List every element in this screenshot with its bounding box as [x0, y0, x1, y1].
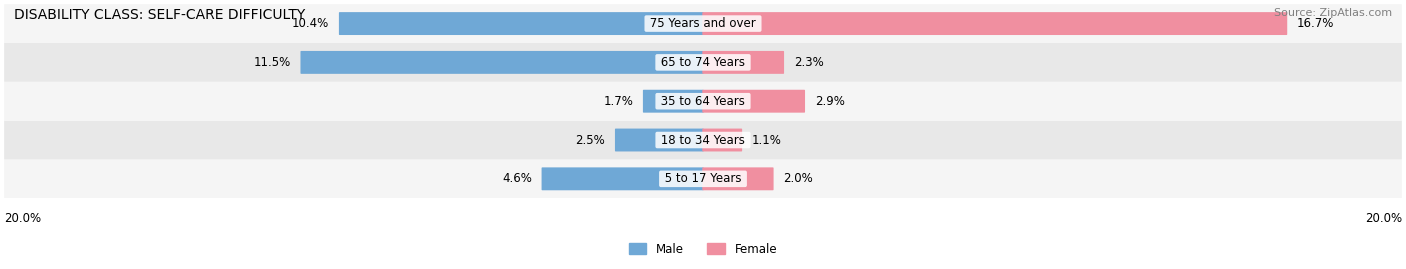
FancyBboxPatch shape	[703, 51, 785, 74]
Text: 2.9%: 2.9%	[815, 95, 845, 108]
FancyBboxPatch shape	[703, 129, 742, 151]
Text: 1.7%: 1.7%	[603, 95, 633, 108]
Text: 35 to 64 Years: 35 to 64 Years	[657, 95, 749, 108]
Text: 11.5%: 11.5%	[253, 56, 291, 69]
FancyBboxPatch shape	[643, 90, 703, 113]
FancyBboxPatch shape	[4, 43, 1402, 82]
FancyBboxPatch shape	[4, 4, 1402, 43]
FancyBboxPatch shape	[339, 12, 703, 35]
Text: 75 Years and over: 75 Years and over	[647, 17, 759, 30]
Legend: Male, Female: Male, Female	[624, 238, 782, 260]
Text: 2.3%: 2.3%	[794, 56, 824, 69]
Text: 16.7%: 16.7%	[1296, 17, 1334, 30]
Text: 1.1%: 1.1%	[752, 133, 782, 147]
FancyBboxPatch shape	[614, 129, 703, 151]
FancyBboxPatch shape	[703, 90, 806, 113]
Text: 10.4%: 10.4%	[292, 17, 329, 30]
Text: 18 to 34 Years: 18 to 34 Years	[657, 133, 749, 147]
FancyBboxPatch shape	[541, 167, 703, 190]
FancyBboxPatch shape	[4, 160, 1402, 198]
Text: 20.0%: 20.0%	[4, 212, 41, 225]
FancyBboxPatch shape	[4, 121, 1402, 160]
FancyBboxPatch shape	[4, 82, 1402, 121]
Text: 2.5%: 2.5%	[575, 133, 605, 147]
Text: Source: ZipAtlas.com: Source: ZipAtlas.com	[1274, 8, 1392, 18]
Text: 20.0%: 20.0%	[1365, 212, 1402, 225]
Text: DISABILITY CLASS: SELF-CARE DIFFICULTY: DISABILITY CLASS: SELF-CARE DIFFICULTY	[14, 8, 305, 22]
FancyBboxPatch shape	[703, 12, 1288, 35]
FancyBboxPatch shape	[703, 167, 773, 190]
Text: 5 to 17 Years: 5 to 17 Years	[661, 172, 745, 185]
Text: 4.6%: 4.6%	[502, 172, 531, 185]
Text: 2.0%: 2.0%	[783, 172, 813, 185]
FancyBboxPatch shape	[301, 51, 703, 74]
Text: 65 to 74 Years: 65 to 74 Years	[657, 56, 749, 69]
